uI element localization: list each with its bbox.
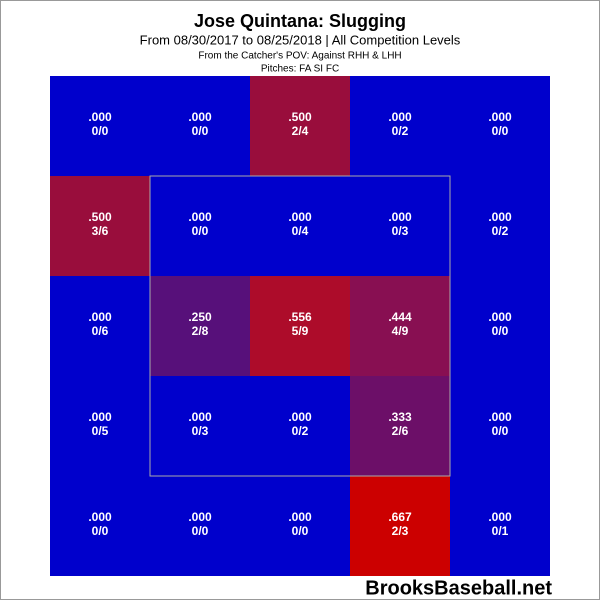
count-label: 0/0 — [92, 524, 109, 538]
cell — [50, 376, 150, 476]
value-label: .000 — [388, 110, 412, 124]
value-label: .000 — [88, 310, 112, 324]
value-label: .000 — [488, 510, 512, 524]
value-label: .000 — [488, 110, 512, 124]
count-label: 0/0 — [492, 124, 509, 138]
value-label: .000 — [188, 510, 212, 524]
strike-zone — [149, 175, 451, 477]
count-label: 0/4 — [292, 224, 309, 238]
cell — [350, 276, 450, 376]
value-label: .000 — [288, 210, 312, 224]
cell — [150, 176, 250, 276]
count-label: 0/2 — [492, 224, 509, 238]
value-label: .000 — [88, 510, 112, 524]
cell — [250, 476, 350, 576]
count-label: 4/9 — [392, 324, 409, 338]
cell — [150, 376, 250, 476]
count-label: 0/0 — [192, 124, 209, 138]
count-label: 0/5 — [92, 424, 109, 438]
count-label: 0/0 — [492, 324, 509, 338]
value-label: .500 — [88, 210, 112, 224]
value-label: .000 — [88, 410, 112, 424]
count-label: 0/3 — [392, 224, 409, 238]
cell — [450, 376, 550, 476]
value-label: .000 — [188, 410, 212, 424]
cell — [350, 476, 450, 576]
value-label: .444 — [388, 310, 412, 324]
cell — [350, 376, 450, 476]
value-label: .250 — [188, 310, 212, 324]
value-label: .000 — [288, 510, 312, 524]
value-label: .000 — [488, 310, 512, 324]
count-label: 0/0 — [92, 124, 109, 138]
cell — [350, 176, 450, 276]
cell — [250, 176, 350, 276]
count-label: 0/2 — [392, 124, 409, 138]
cell — [150, 276, 250, 376]
cell — [250, 376, 350, 476]
value-label: .000 — [188, 210, 212, 224]
cell — [150, 476, 250, 576]
cell — [50, 176, 150, 276]
count-label: 5/9 — [292, 324, 309, 338]
count-label: 2/4 — [292, 124, 309, 138]
value-label: .667 — [388, 510, 412, 524]
count-label: 3/6 — [92, 224, 109, 238]
cell — [450, 476, 550, 576]
note: From the Catcher's POV: Against RHH & LH… — [198, 51, 401, 62]
count-label: 0/2 — [292, 424, 309, 438]
cell — [50, 276, 150, 376]
cell — [250, 76, 350, 176]
value-label: .500 — [288, 110, 312, 124]
cell — [50, 476, 150, 576]
count-label: 0/6 — [92, 324, 109, 338]
cells: .0000/0.0000/0.5002/4.0000/2.0000/0.5003… — [50, 76, 550, 576]
value-label: .556 — [288, 310, 312, 324]
count-label: 0/1 — [492, 524, 509, 538]
value-label: .000 — [388, 210, 412, 224]
count-label: 2/8 — [192, 324, 209, 338]
cell — [450, 76, 550, 176]
count-label: 0/0 — [192, 524, 209, 538]
count-label: 0/0 — [292, 524, 309, 538]
value-label: .000 — [88, 110, 112, 124]
cell — [250, 276, 350, 376]
count-label: 0/3 — [192, 424, 209, 438]
watermark: BrooksBaseball.net — [365, 577, 552, 599]
cell — [50, 76, 150, 176]
value-label: .000 — [288, 410, 312, 424]
chart-subtitle: From 08/30/2017 to 08/25/2018 | All Comp… — [140, 32, 461, 47]
value-label: .000 — [188, 110, 212, 124]
count-label: 0/0 — [192, 224, 209, 238]
cell — [350, 76, 450, 176]
value-label: .333 — [388, 410, 412, 424]
cell — [450, 276, 550, 376]
count-label: 2/3 — [392, 524, 409, 538]
chart-title: Jose Quintana: Slugging — [194, 11, 406, 31]
value-label: .000 — [488, 410, 512, 424]
count-label: 0/0 — [492, 424, 509, 438]
count-label: 2/6 — [392, 424, 409, 438]
note: Pitches: FA SI FC — [261, 64, 339, 75]
cell — [450, 176, 550, 276]
cell — [150, 76, 250, 176]
value-label: .000 — [488, 210, 512, 224]
